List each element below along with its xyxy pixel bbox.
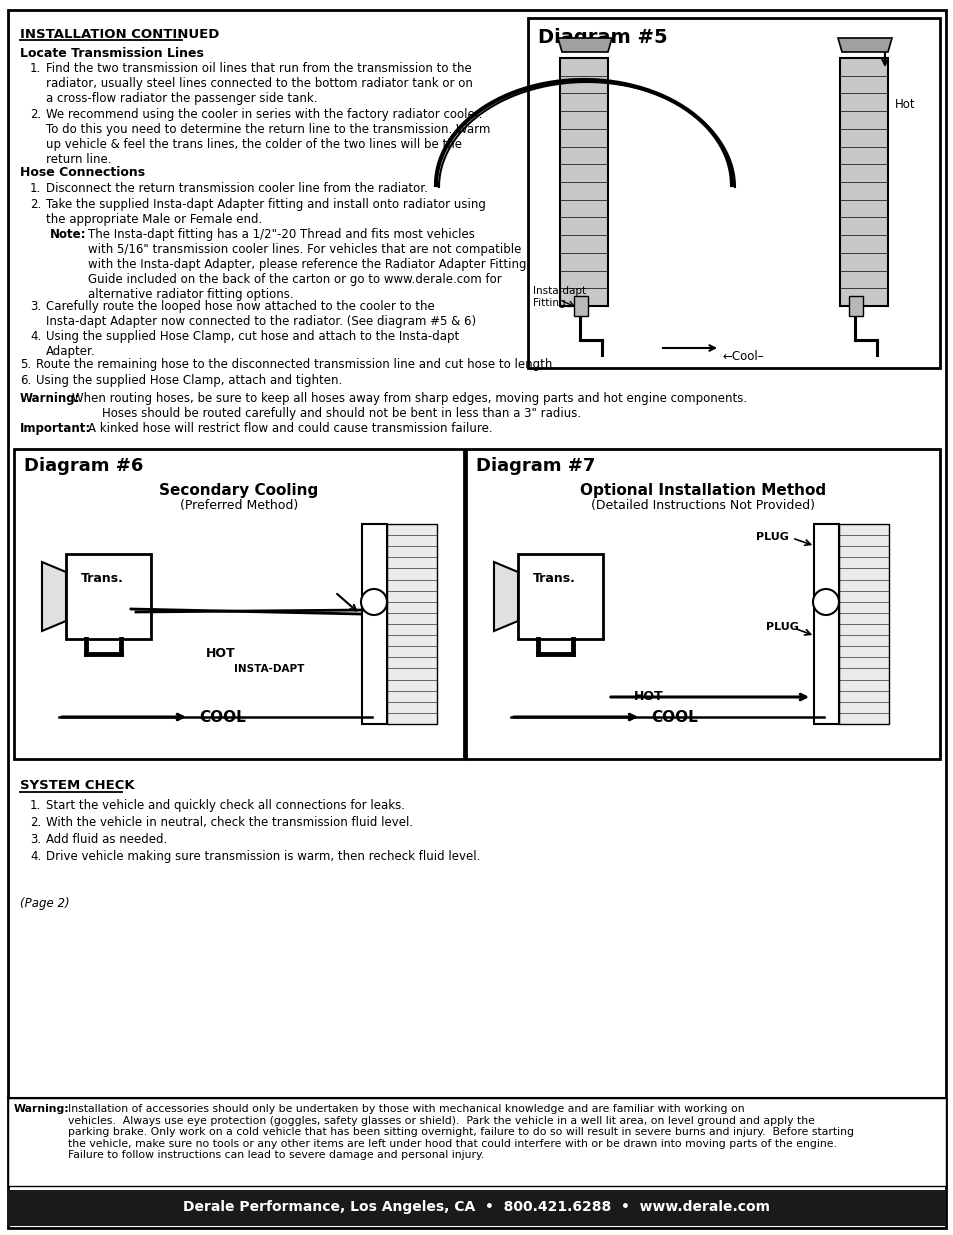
Text: Add fluid as needed.: Add fluid as needed. [46,832,167,846]
Bar [8,1098,945,1186]
Text: A kinked hose will restrict flow and could cause transmission failure.: A kinked hose will restrict flow and cou… [88,422,492,435]
Text: INSTA-DAPT: INSTA-DAPT [233,664,304,674]
Text: Take the supplied Insta-dapt Adapter fitting and install onto radiator using
the: Take the supplied Insta-dapt Adapter fit… [46,198,485,226]
Text: PLUG: PLUG [755,532,788,542]
Text: We recommend using the cooler in series with the factory radiator cooler.
To do : We recommend using the cooler in series … [46,107,490,165]
Bar [66,555,151,638]
Text: Start the vehicle and quickly check all connections for leaks.: Start the vehicle and quickly check all … [46,799,405,811]
Polygon shape [558,38,612,52]
Text: Trans.: Trans. [81,572,124,585]
Text: Diagram #6: Diagram #6 [24,457,143,475]
Text: Hose Connections: Hose Connections [20,165,145,179]
Text: Installation of accessories should only be undertaken by those with mechanical k: Installation of accessories should only … [68,1104,853,1161]
Bar [517,555,602,638]
Text: 1.: 1. [30,62,41,75]
Text: Using the supplied Hose Clamp, cut hose and attach to the Insta-dapt
Adapter.: Using the supplied Hose Clamp, cut hose … [46,330,458,358]
Text: SYSTEM CHECK: SYSTEM CHECK [20,779,134,792]
Bar [361,524,387,724]
Text: 2.: 2. [30,198,41,211]
Text: Using the supplied Hose Clamp, attach and tighten.: Using the supplied Hose Clamp, attach an… [36,374,342,387]
Text: Diagram #5: Diagram #5 [537,28,667,47]
Text: Insta-dapt
Fitting: Insta-dapt Fitting [533,287,585,308]
Text: Warning:: Warning: [14,1104,70,1114]
Text: Carefully route the looped hose now attached to the cooler to the
Insta-dapt Ada: Carefully route the looped hose now atta… [46,300,476,329]
Text: (Preferred Method): (Preferred Method) [180,499,297,513]
Bar [465,450,939,760]
Polygon shape [837,38,891,52]
Text: COOL: COOL [650,710,697,725]
Text: 2.: 2. [30,816,41,829]
Text: 2.: 2. [30,107,41,121]
Polygon shape [494,562,517,631]
Text: 1.: 1. [30,799,41,811]
Bar [840,58,887,306]
Text: ←Cool–: ←Cool– [721,350,762,363]
Bar [8,1191,945,1226]
Text: Drive vehicle making sure transmission is warm, then recheck fluid level.: Drive vehicle making sure transmission i… [46,850,480,863]
Text: Optional Installation Method: Optional Installation Method [579,483,825,498]
Bar [559,58,607,306]
Text: With the vehicle in neutral, check the transmission fluid level.: With the vehicle in neutral, check the t… [46,816,413,829]
Text: COOL: COOL [199,710,246,725]
Text: Locate Transmission Lines: Locate Transmission Lines [20,47,204,61]
Text: 3.: 3. [30,832,41,846]
Text: Note:: Note: [50,228,87,241]
Text: PLUG: PLUG [765,622,798,632]
Text: Disconnect the return transmission cooler line from the radiator.: Disconnect the return transmission coole… [46,182,428,195]
Text: HOT: HOT [634,690,663,703]
Bar [838,524,888,724]
Text: Secondary Cooling: Secondary Cooling [159,483,318,498]
Bar [527,19,939,368]
Text: Warning:: Warning: [20,391,80,405]
Text: Find the two transmission oil lines that run from the transmission to the
radiat: Find the two transmission oil lines that… [46,62,473,105]
Circle shape [812,589,838,615]
Circle shape [360,589,387,615]
Text: 1.: 1. [30,182,41,195]
Text: 5.: 5. [20,358,31,370]
Text: Diagram #7: Diagram #7 [476,457,595,475]
Bar [848,296,862,316]
Bar [387,524,436,724]
Text: 4.: 4. [30,850,41,863]
Text: Derale Performance, Los Angeles, CA  •  800.421.6288  •  www.derale.com: Derale Performance, Los Angeles, CA • 80… [183,1200,770,1214]
Text: Important:: Important: [20,422,91,435]
Text: When routing hoses, be sure to keep all hoses away from sharp edges, moving part: When routing hoses, be sure to keep all … [71,391,746,420]
Text: HOT: HOT [206,647,235,659]
Bar [574,296,587,316]
Bar [14,450,463,760]
Bar [813,524,838,724]
Text: Route the remaining hose to the disconnected transmission line and cut hose to l: Route the remaining hose to the disconne… [36,358,556,370]
Text: 6.: 6. [20,374,31,387]
Polygon shape [42,562,66,631]
Text: 4.: 4. [30,330,41,343]
Text: Hot: Hot [894,98,915,111]
Text: Trans.: Trans. [533,572,576,585]
Text: (Page 2): (Page 2) [20,897,70,910]
Text: INSTALLATION CONTINUED: INSTALLATION CONTINUED [20,28,219,41]
Text: 3.: 3. [30,300,41,312]
Text: The Insta-dapt fitting has a 1/2"-20 Thread and fits most vehicles
with 5/16" tr: The Insta-dapt fitting has a 1/2"-20 Thr… [88,228,526,301]
Text: (Detailed Instructions Not Provided): (Detailed Instructions Not Provided) [590,499,814,513]
